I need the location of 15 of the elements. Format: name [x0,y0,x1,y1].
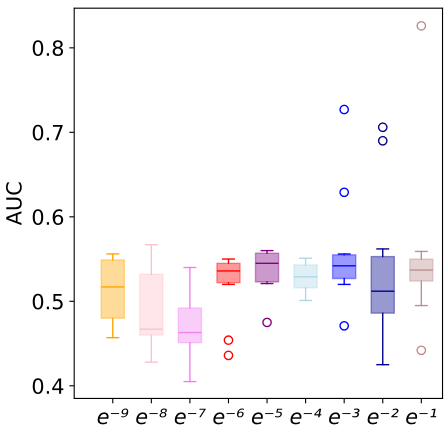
y-tick-label: 0.4 [32,378,64,394]
y-tick-label: 0.8 [32,40,64,56]
x-tick-label: e⁻⁵ [252,408,282,424]
y-tick-label: 0.6 [32,209,64,226]
x-tick-label: e⁻⁷ [174,408,206,424]
x-tick-label: e⁻³ [329,408,360,424]
x-tick-label: e⁻⁴ [290,408,322,424]
y-axis-title: AUC [6,182,22,226]
x-tick-label: e⁻¹ [406,408,436,424]
x-tick-label: e⁻⁹ [98,408,128,424]
x-tick-label: e⁻⁶ [213,408,244,424]
x-tick-label: e⁻⁸ [136,408,167,424]
y-tick-label: 0.5 [32,294,63,310]
y-tick-label: 0.7 [32,124,63,141]
x-tick-label: e⁻² [368,408,398,424]
